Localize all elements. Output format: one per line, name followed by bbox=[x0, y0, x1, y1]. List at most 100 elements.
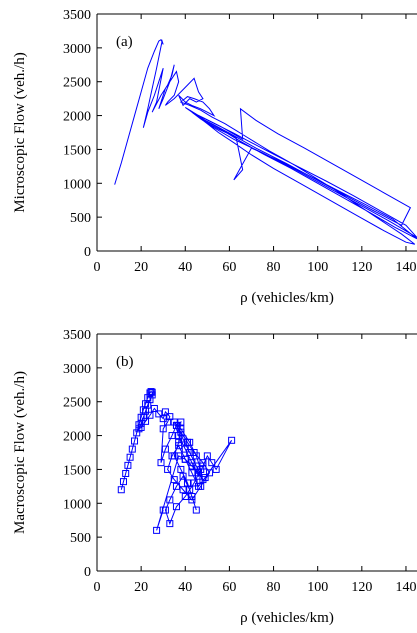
panel-b-y-tick-label: 2000 bbox=[63, 430, 91, 445]
panel-b-data-point bbox=[159, 506, 167, 514]
panel-b-data-point bbox=[146, 411, 154, 419]
panel-b-data-point bbox=[172, 482, 180, 490]
panel-a-x-tick-label: 80 bbox=[267, 260, 281, 275]
panel-a-x-tick-label: 100 bbox=[307, 260, 328, 275]
panel-b-x-tick-label: 40 bbox=[178, 580, 192, 595]
panel-a-y-tick-label: 3000 bbox=[63, 42, 91, 57]
panel-b-data-point bbox=[133, 429, 141, 437]
panel-b-data-point bbox=[186, 486, 194, 494]
panel-b-data-point bbox=[179, 486, 187, 494]
panel-b-data-point bbox=[126, 453, 134, 461]
panel-a-x-tick-label: 140 bbox=[395, 260, 416, 275]
panel-b-data-point bbox=[201, 474, 209, 482]
panel-b-data-point bbox=[212, 465, 220, 473]
panel-b-data-point bbox=[166, 520, 174, 528]
panel-a-x-tick-label: 60 bbox=[222, 260, 236, 275]
panel-b-y-tick-label: 1000 bbox=[63, 497, 91, 512]
panel-b-data-point bbox=[206, 469, 214, 477]
panel-b-data-point bbox=[124, 461, 132, 469]
panel-b-data-point bbox=[153, 526, 161, 534]
panel-b-data-point bbox=[166, 496, 174, 504]
panel-a-y-tick-label: 3500 bbox=[63, 8, 91, 23]
panel-b-data-point bbox=[195, 469, 203, 477]
panel-b-data-point bbox=[119, 478, 127, 486]
panel-b-data-point bbox=[150, 404, 158, 412]
panel-b-data-point bbox=[137, 419, 145, 427]
panel-a-x-tick-label: 40 bbox=[178, 260, 192, 275]
panel-b-data-point bbox=[164, 418, 172, 426]
panel-b-data-point bbox=[161, 408, 169, 416]
panel-b-data-point bbox=[183, 479, 191, 487]
panel-b-y-axis-title: Macroscopic Flow (veh./h) bbox=[12, 371, 28, 534]
panel-b-data-point bbox=[179, 435, 187, 443]
panel-a-x-axis-title: ρ (vehicles/km) bbox=[240, 290, 334, 306]
panel-a-y-tick-label: 500 bbox=[70, 211, 91, 226]
panel-b-x-tick-label: 60 bbox=[222, 580, 236, 595]
panel-a-y-tick-label: 1500 bbox=[63, 143, 91, 158]
panel-a-plot-area bbox=[114, 39, 417, 245]
panel-b-macroscopic-flow: 0 20 40 60 80 100 120 140 0 500 1000 1500 2000 2500 30… bbox=[12, 328, 417, 626]
panel-b-x-tick-label: 120 bbox=[351, 580, 372, 595]
panel-b-y-tick-label: 3000 bbox=[63, 362, 91, 377]
panel-b-data-point bbox=[188, 496, 196, 504]
panel-b-data-point bbox=[175, 452, 183, 460]
panel-b-data-point bbox=[146, 396, 154, 404]
panel-a-y-axis-title: Microscopic Flow (veh./h) bbox=[12, 52, 28, 212]
panel-a-series-line bbox=[114, 39, 417, 245]
panel-a-microscopic-flow: 0 20 40 60 80 100 120 140 0 500 1000 1500 2000 2500 30… bbox=[12, 8, 417, 306]
panel-a-x-tick-label: 20 bbox=[134, 260, 148, 275]
panel-b-x-tick-label: 20 bbox=[134, 580, 148, 595]
panel-b-data-point bbox=[188, 462, 196, 470]
panel-b-data-point bbox=[199, 476, 207, 484]
panel-b-data-point bbox=[203, 452, 211, 460]
panel-b-y-tick-label: 500 bbox=[70, 531, 91, 546]
panel-b-data-point bbox=[155, 410, 163, 418]
panel-b-data-point bbox=[168, 432, 176, 440]
panel-b-panel-label: (b) bbox=[116, 354, 134, 370]
panel-b-data-point bbox=[146, 389, 154, 397]
panel-b-data-point bbox=[188, 469, 196, 477]
panel-b-y-tick-label: 0 bbox=[84, 565, 91, 580]
panel-b-data-point bbox=[148, 391, 156, 399]
panel-b-data-point bbox=[177, 465, 185, 473]
panel-b-data-point bbox=[161, 445, 169, 453]
panel-b-data-point bbox=[166, 413, 174, 421]
panel-a-y-tick-label: 1000 bbox=[63, 177, 91, 192]
panel-b-data-point bbox=[177, 428, 185, 436]
panel-b-data-point bbox=[172, 421, 180, 429]
panel-b-y-tick-label: 2500 bbox=[63, 396, 91, 411]
panel-a-panel-label: (a) bbox=[116, 34, 133, 50]
panel-b-data-point bbox=[228, 436, 236, 444]
panel-b-data-point bbox=[128, 445, 136, 453]
panel-b-data-point bbox=[135, 425, 143, 433]
panel-b-data-point bbox=[208, 459, 216, 467]
panel-b-data-point bbox=[157, 459, 165, 467]
panel-b-data-point bbox=[172, 503, 180, 511]
panel-b-data-point bbox=[186, 449, 194, 456]
panel-b-data-point bbox=[181, 455, 189, 463]
panel-b-data-point bbox=[164, 465, 172, 473]
panel-b-data-point bbox=[181, 493, 189, 501]
panel-b-x-tick-label: 100 bbox=[307, 580, 328, 595]
panel-b-x-tick-label: 0 bbox=[94, 580, 101, 595]
panel-b-data-point bbox=[192, 462, 200, 470]
panel-b-series-line bbox=[120, 390, 233, 531]
panel-a-y-tick-label: 2000 bbox=[63, 110, 91, 125]
panel-b-data-point bbox=[159, 425, 167, 433]
panel-b-x-tick-label: 140 bbox=[395, 580, 416, 595]
panel-b-plot-area bbox=[117, 388, 236, 534]
panel-b-data-point bbox=[175, 442, 183, 450]
panel-b-data-point bbox=[199, 459, 207, 467]
panel-b-data-point bbox=[197, 482, 205, 490]
panel-b-data-point bbox=[190, 449, 198, 456]
panel-b-x-axis-title: ρ (vehicles/km) bbox=[240, 610, 334, 626]
panel-b-data-point bbox=[170, 476, 178, 484]
panel-b-data-point bbox=[137, 423, 145, 431]
panel-a-y-tick-label: 2500 bbox=[63, 76, 91, 91]
panel-b-data-point bbox=[122, 469, 130, 477]
panel-b-data-point bbox=[117, 486, 125, 494]
panel-b-y-tick-label: 1500 bbox=[63, 463, 91, 478]
panel-b-y-tick-label: 3500 bbox=[63, 328, 91, 343]
panel-a-y-tick-label: 0 bbox=[84, 245, 91, 260]
